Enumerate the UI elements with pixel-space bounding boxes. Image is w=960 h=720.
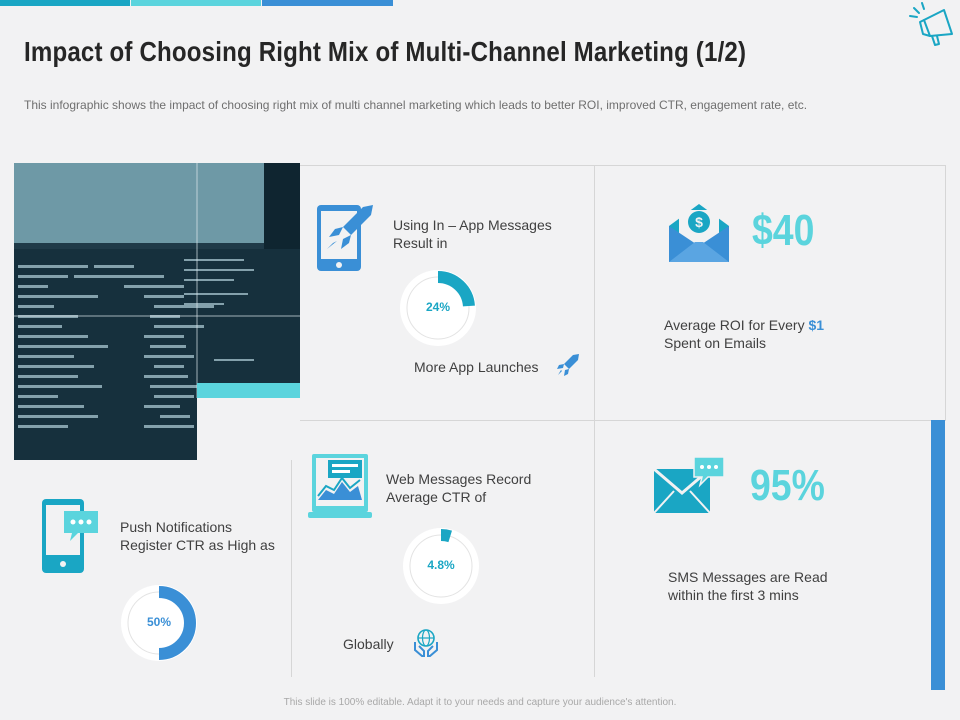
email-caption-highlight: $1 (808, 317, 825, 333)
app-donut-arc (437, 271, 475, 307)
push-donut-chart: 50% (119, 583, 199, 663)
web-caption: Globally (343, 636, 394, 652)
phone-chat-icon (40, 497, 102, 575)
web-donut-value: 4.8% (427, 558, 455, 572)
email-caption-line2: Spent on Emails (664, 335, 766, 351)
page-subtitle: This infographic shows the impact of cho… (24, 98, 808, 112)
megaphone-icon (908, 0, 958, 48)
page-title: Impact of Choosing Right Mix of Multi-Ch… (24, 36, 747, 67)
app-donut-value: 24% (425, 300, 451, 314)
envelope-chat-icon (652, 455, 726, 517)
push-donut-arc (158, 586, 196, 660)
tablet-rocket-icon (315, 203, 379, 273)
push-heading-line2: Register CTR as High as (120, 537, 275, 553)
web-donut-arc (440, 529, 452, 543)
app-caption: More App Launches (414, 359, 539, 375)
web-heading-line2: Average CTR of (386, 489, 487, 505)
top-accent-bar-1 (0, 0, 130, 6)
grid-middle-line (14, 420, 946, 421)
rocket-icon (556, 353, 580, 377)
push-donut-value: 50% (146, 615, 172, 629)
email-big-value: $40 (752, 206, 815, 255)
svg-text:$: $ (695, 214, 703, 230)
grid-top-line (300, 165, 946, 166)
sms-caption-line2: within the first 3 mins (668, 587, 799, 603)
sms-caption-line1: SMS Messages are Read (668, 569, 828, 585)
globe-hands-icon (413, 628, 439, 658)
email-caption: Average ROI for Every $1 Spent on Emails (664, 316, 824, 352)
code-screen-image (14, 163, 300, 460)
sms-caption: SMS Messages are Read within the first 3… (668, 568, 828, 604)
web-donut-chart: 4.8% (401, 526, 481, 606)
app-heading-line2: Result in (393, 235, 448, 251)
push-heading: Push Notifications Register CTR as High … (120, 518, 275, 554)
envelope-dollar-icon: $ (667, 200, 731, 264)
app-donut-chart: 24% (398, 268, 478, 348)
laptop-chart-icon (308, 452, 372, 522)
footer-note: This slide is 100% editable. Adapt it to… (283, 697, 677, 708)
top-accent-bar-2 (131, 0, 261, 6)
web-heading-line1: Web Messages Record (386, 471, 532, 487)
top-accent-bar-3 (262, 0, 393, 6)
app-heading: Using In – App Messages Result in (393, 216, 552, 252)
grid-vline-1 (594, 165, 595, 677)
app-heading-line1: Using In – App Messages (393, 217, 552, 233)
side-accent-bar (931, 420, 945, 690)
email-caption-prefix: Average ROI for Every (664, 317, 809, 333)
grid-vline-3 (291, 421, 292, 677)
sms-big-value: 95% (750, 461, 825, 510)
grid-vline-2 (945, 165, 946, 421)
web-heading: Web Messages Record Average CTR of (386, 470, 531, 506)
push-heading-line1: Push Notifications (120, 519, 233, 535)
